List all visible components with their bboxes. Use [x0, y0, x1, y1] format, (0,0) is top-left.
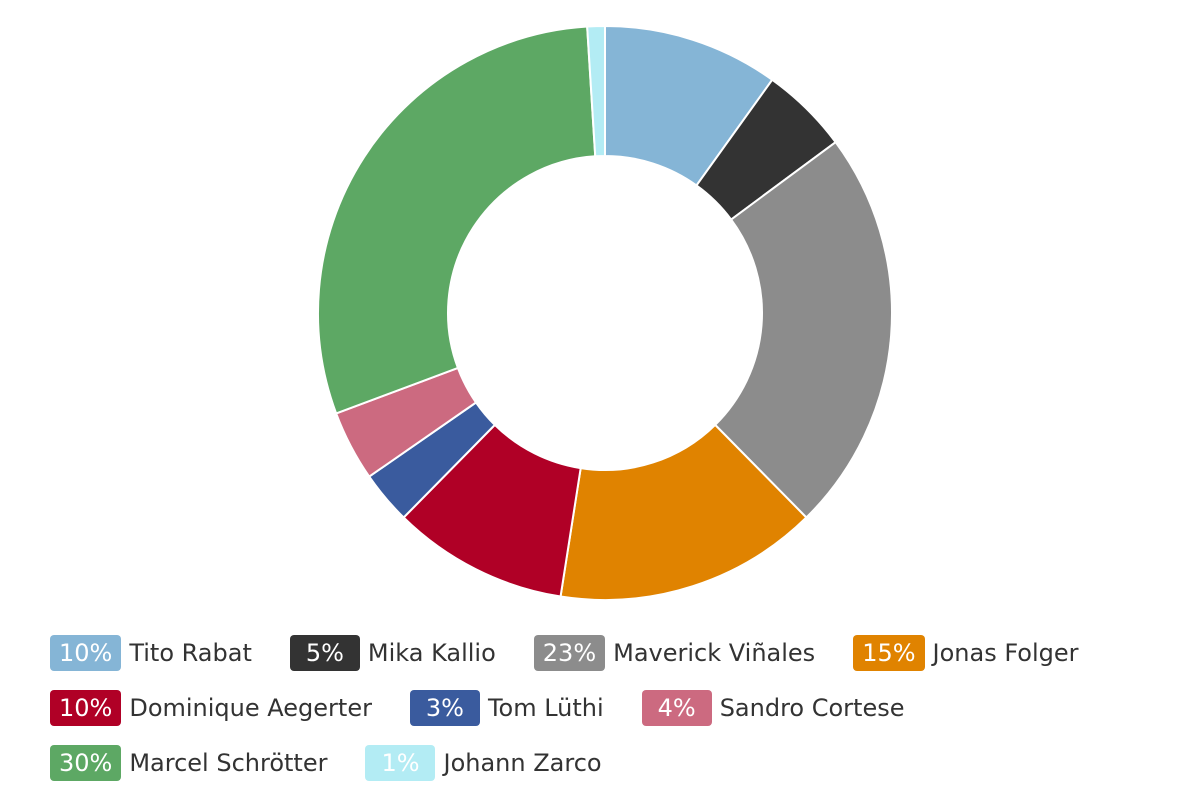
- legend-label: Jonas Folger: [932, 638, 1079, 667]
- donut-slice: [713, 140, 893, 519]
- donut-slice: [317, 25, 597, 415]
- legend-badge: 5%: [289, 634, 360, 671]
- donut-slice: [586, 24, 606, 158]
- legend-badge: 1%: [365, 744, 436, 781]
- legend-item: 1% Johann Zarco: [365, 742, 602, 783]
- legend-item: 10% Tito Rabat: [50, 632, 252, 673]
- legend: 10% Tito Rabat 5% Mika Kallio 23% Maverick Vi…: [50, 632, 1160, 783]
- legend-label: Tom Lüthi: [487, 693, 604, 722]
- legend-label: Mika Kallio: [367, 638, 496, 667]
- legend-item: 4% Sandro Cortese: [641, 687, 905, 728]
- legend-label: Maverick Viñales: [613, 638, 816, 667]
- legend-item: 5% Mika Kallio: [289, 632, 496, 673]
- legend-badge: 23%: [533, 634, 606, 671]
- legend-item: 30% Marcel Schrötter: [50, 742, 327, 783]
- legend-badge: 10%: [50, 689, 122, 726]
- chart: [317, 24, 893, 601]
- legend-item: 10% Dominique Aegerter: [50, 687, 372, 728]
- legend-label: Dominique Aegerter: [129, 693, 372, 722]
- legend-label: Sandro Cortese: [719, 693, 905, 722]
- legend-badge: 30%: [50, 744, 122, 781]
- legend-badge: 15%: [853, 634, 925, 671]
- legend-item: 3% Tom Lüthi: [409, 687, 604, 728]
- legend-item: 23% Maverick Viñales: [533, 632, 816, 673]
- legend-label: Tito Rabat: [129, 638, 252, 667]
- legend-badge: 3%: [409, 689, 480, 726]
- legend-badge: 10%: [50, 634, 122, 671]
- legend-label: Marcel Schrötter: [129, 748, 328, 777]
- legend-item: 15% Jonas Folger: [853, 632, 1079, 673]
- legend-badge: 4%: [641, 689, 712, 726]
- legend-label: Johann Zarco: [443, 748, 602, 777]
